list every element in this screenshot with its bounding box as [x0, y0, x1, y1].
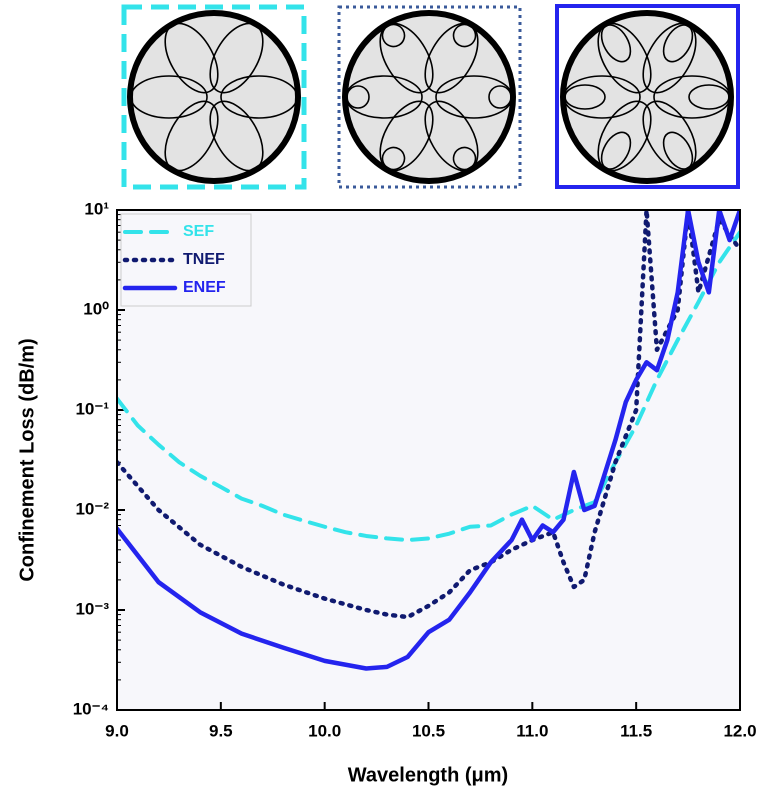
x-tick-label: 10.5	[412, 721, 445, 740]
x-tick-label: 11.5	[620, 721, 652, 740]
y-tick-label: 10⁻³	[75, 599, 109, 618]
legend-label: SEF	[183, 223, 214, 240]
fiber-sef	[121, 4, 307, 190]
frame	[116, 209, 741, 711]
fiber-tnef	[337, 5, 522, 189]
y-tick-label: 10⁻⁴	[73, 699, 109, 718]
line-enef	[117, 210, 740, 671]
line-sef	[117, 230, 740, 543]
legend-label: ENEF	[183, 279, 226, 296]
y-axis-title: Confinement Loss (dB/m)	[16, 338, 38, 581]
x-axis-title: Wavelength (μm)	[348, 764, 508, 786]
x-tick-label: 11.0	[516, 721, 548, 740]
x-tick-label: 9.0	[105, 721, 129, 740]
y-tick-label: 10⁰	[83, 299, 109, 318]
fiber-enef	[555, 4, 740, 189]
x-tick-label: 10.0	[308, 721, 341, 740]
legend: SEF TNEF ENEF	[120, 213, 252, 307]
y-tick-label: 10⁻¹	[75, 399, 109, 418]
y-tick-label: 10¹	[84, 199, 109, 218]
y-tick-label: 10⁻²	[75, 499, 109, 518]
x-tick-label: 12.0	[723, 721, 756, 740]
x-tick-label: 9.5	[209, 721, 233, 740]
legend-label: TNEF	[183, 251, 225, 268]
